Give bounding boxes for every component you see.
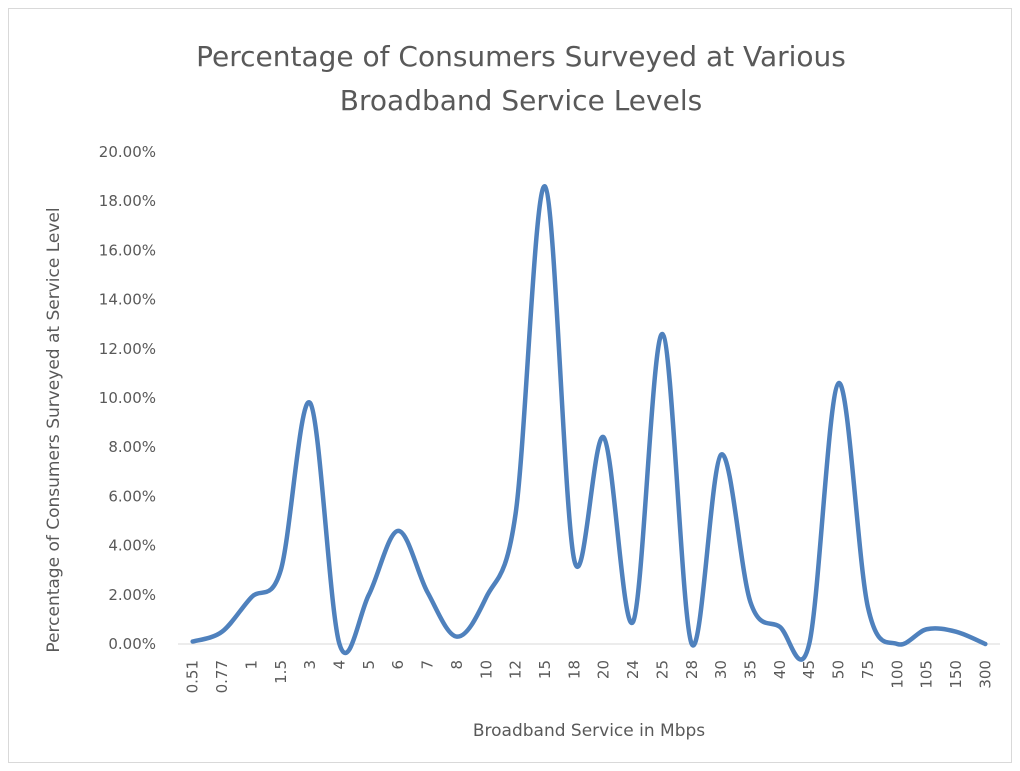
- x-tick-label: 7: [419, 660, 437, 670]
- x-tick-label: 25: [653, 660, 671, 679]
- x-tick-label: 105: [918, 660, 936, 689]
- chart-title-line-1: Percentage of Consumers Surveyed at Vari…: [196, 40, 846, 73]
- y-axis-ticks: 0.00% 2.00% 4.00% 6.00% 8.00% 10.00% 12.00% 14.…: [99, 143, 156, 653]
- series-line: [190, 184, 988, 662]
- x-tick-label: 4: [330, 660, 348, 670]
- y-tick-label: 18.00%: [99, 192, 156, 210]
- y-tick-label: 6.00%: [108, 487, 156, 505]
- y-tick-label: 14.00%: [99, 291, 156, 309]
- x-tick-label: 300: [976, 660, 994, 689]
- y-tick-label: 20.00%: [99, 143, 156, 161]
- x-tick-label: 150: [947, 660, 965, 689]
- x-tick-label: 10: [477, 660, 495, 679]
- x-axis-ticks: 0.51 0.77 1 1.5 3 4 5 6 7 8 10 12 15 18 20 24 25 28 30 35 40…: [184, 660, 995, 693]
- x-tick-label: 3: [301, 660, 319, 670]
- x-tick-label: 0.51: [184, 660, 202, 693]
- x-tick-label: 50: [830, 660, 848, 679]
- y-tick-label: 10.00%: [99, 389, 156, 407]
- x-tick-label: 1: [242, 660, 260, 670]
- chart-frame: [8, 8, 1012, 763]
- x-tick-label: 100: [888, 660, 906, 689]
- x-tick-label: 12: [507, 660, 525, 679]
- x-tick-label: 30: [712, 660, 730, 679]
- x-tick-label: 24: [624, 660, 642, 679]
- y-tick-label: 2.00%: [108, 586, 156, 604]
- x-tick-label: 1.5: [272, 660, 290, 684]
- x-tick-label: 40: [771, 660, 789, 679]
- x-tick-label: 6: [389, 660, 407, 670]
- x-tick-label: 8: [448, 660, 466, 670]
- x-tick-label: 35: [741, 660, 759, 679]
- x-tick-label: 0.77: [213, 660, 231, 693]
- y-axis-label: Percentage of Consumers Surveyed at Serv…: [44, 207, 64, 652]
- x-tick-label: 5: [360, 660, 378, 670]
- x-tick-label: 18: [565, 660, 583, 679]
- x-tick-label: 28: [683, 660, 701, 679]
- y-tick-label: 16.00%: [99, 241, 156, 259]
- chart-title-line-2: Broadband Service Levels: [340, 84, 702, 117]
- x-tick-label: 15: [536, 660, 554, 679]
- y-tick-label: 8.00%: [108, 438, 156, 456]
- x-tick-label: 75: [859, 660, 877, 679]
- y-tick-label: 4.00%: [108, 537, 156, 555]
- y-tick-label: 0.00%: [108, 635, 156, 653]
- y-tick-label: 12.00%: [99, 340, 156, 358]
- x-axis-label: Broadband Service in Mbps: [473, 721, 705, 741]
- x-tick-label: 20: [595, 660, 613, 679]
- x-tick-label: 45: [800, 660, 818, 679]
